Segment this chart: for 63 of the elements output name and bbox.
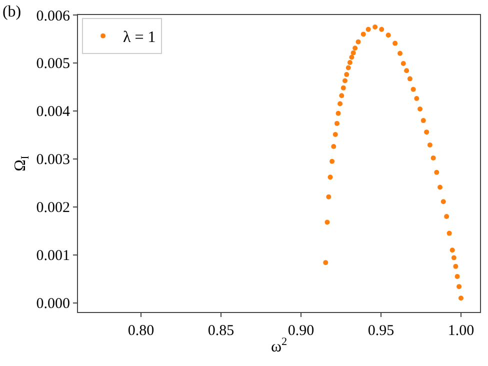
- y-tick-label: 0.001: [36, 248, 70, 264]
- point: [427, 142, 432, 148]
- x-axis-title: ω$^{2}$: [270, 336, 288, 356]
- chart-title: (b): [2, 4, 22, 21]
- legend-label: λ = 1: [123, 29, 156, 46]
- y-tick-label: 0.003: [36, 152, 70, 168]
- y-tick-label: 0.006: [36, 8, 70, 24]
- point: [414, 96, 420, 101]
- point: [326, 194, 332, 200]
- point: [404, 68, 410, 74]
- point: [346, 65, 351, 70]
- point: [420, 118, 426, 124]
- x-tick-label: 0.80: [128, 323, 154, 339]
- y-tick-label: 0.002: [36, 200, 70, 216]
- point: [330, 158, 335, 164]
- point: [332, 132, 338, 137]
- point: [336, 110, 341, 116]
- point: [328, 174, 333, 180]
- point: [424, 130, 430, 135]
- point: [360, 32, 366, 37]
- point: [342, 78, 348, 84]
- point: [430, 155, 436, 160]
- point: [352, 46, 358, 51]
- point: [324, 220, 330, 225]
- point: [458, 296, 464, 301]
- point: [446, 230, 452, 236]
- point: [323, 260, 328, 266]
- point: [331, 144, 336, 149]
- point: [386, 32, 391, 38]
- point: [400, 60, 406, 66]
- x-tick-label: 0.85: [208, 323, 234, 339]
- x-tick-label: 0.90: [288, 323, 314, 339]
- point: [410, 86, 416, 92]
- point: [340, 85, 346, 90]
- y-tick-label: 0.005: [36, 56, 70, 72]
- point: [349, 54, 354, 60]
- y-tick-label: 0.004: [36, 104, 70, 120]
- point: [338, 101, 343, 106]
- point: [339, 93, 344, 98]
- point: [438, 184, 443, 190]
- y-tick-label: 0.000: [36, 296, 70, 312]
- point: [398, 50, 403, 56]
- point: [454, 274, 460, 279]
- point: [379, 26, 384, 32]
- x-tick-label: 1.00: [448, 323, 474, 339]
- point: [372, 24, 378, 30]
- point: [407, 76, 412, 82]
- point: [347, 60, 352, 65]
- point: [350, 50, 356, 56]
- point: [451, 255, 456, 260]
- point: [453, 264, 458, 269]
- point: [440, 199, 446, 204]
- point: [334, 120, 340, 126]
- point: [456, 284, 462, 290]
- point: [434, 170, 440, 175]
- point: [392, 40, 398, 46]
- point: [450, 248, 455, 253]
- point: [418, 106, 423, 112]
- x-tick-label: 0.95: [368, 323, 394, 339]
- point: [344, 72, 350, 77]
- point: [356, 39, 361, 44]
- point: [444, 214, 450, 220]
- point: [366, 26, 371, 32]
